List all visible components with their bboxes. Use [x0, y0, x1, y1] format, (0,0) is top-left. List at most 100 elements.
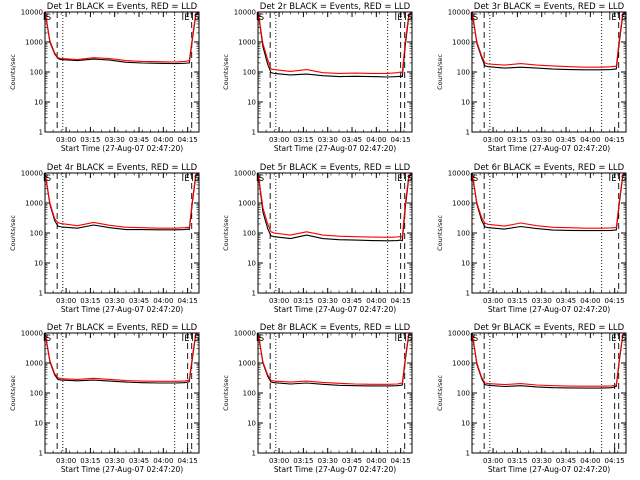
series-line-lld	[45, 12, 199, 63]
y-tick-label: 1	[39, 129, 43, 137]
x-tick-label: 03:30	[105, 136, 125, 144]
y-axis-label: Counts/sec	[222, 215, 230, 251]
flag-label: S	[621, 13, 626, 23]
y-tick-label: 10	[247, 99, 256, 107]
chart-title: Det 2r BLACK = Events, RED = LLD	[260, 2, 411, 12]
x-tick-label: 03:30	[318, 457, 338, 465]
y-tick-label: 10	[461, 420, 470, 428]
x-tick-label: 03:00	[56, 297, 76, 305]
plot-frame	[471, 332, 627, 454]
flag-label: S	[621, 334, 626, 344]
y-tick-label: 1000	[25, 39, 43, 47]
chart-panel: Det 6r BLACK = Events, RED = LLD Counts/s…	[436, 163, 627, 314]
x-tick-label: 03:00	[483, 297, 503, 305]
series-line-lld	[472, 333, 626, 387]
y-tick-label: 1000	[25, 360, 43, 368]
y-tick-label: 100	[30, 69, 43, 77]
y-tick-label: 10	[247, 260, 256, 268]
x-tick-label: 03:15	[507, 136, 527, 144]
series-group	[45, 12, 199, 65]
x-axis-label: Start Time (27-Aug-07 02:47:20)	[274, 465, 396, 474]
series-line-events	[258, 333, 412, 387]
flag-label: E	[611, 174, 616, 184]
x-tick-label: 04:15	[391, 136, 411, 144]
x-tick-label: 03:30	[105, 457, 125, 465]
flag-label: S	[407, 13, 412, 23]
y-tick-label: 10	[34, 260, 43, 268]
chart-title: Det 5r BLACK = Events, RED = LLD	[260, 163, 411, 173]
series-group	[258, 12, 412, 78]
x-tick-label: 03:15	[80, 297, 100, 305]
x-tick-label: 04:15	[605, 457, 625, 465]
x-axis-label: Start Time (27-Aug-07 02:47:20)	[61, 465, 183, 474]
x-tick-label: 03:15	[80, 136, 100, 144]
x-tick-label: 04:00	[153, 297, 173, 305]
y-tick-label: 10	[461, 260, 470, 268]
y-axis-label: Counts/sec	[436, 375, 444, 411]
x-tick-label: 03:00	[269, 136, 289, 144]
flag-label: E	[184, 13, 189, 23]
y-tick-label: 10000	[234, 9, 256, 17]
y-axis-label: Counts/sec	[9, 54, 17, 90]
x-tick-label: 04:00	[580, 457, 600, 465]
flag-label: S	[259, 13, 264, 23]
y-axis-label: Counts/sec	[9, 215, 17, 251]
x-axis-label: Start Time (27-Aug-07 02:47:20)	[488, 465, 610, 474]
x-tick-label: 03:45	[556, 297, 576, 305]
flag-label: S	[46, 13, 51, 23]
series-line-lld	[258, 12, 412, 74]
y-tick-label: 1000	[25, 200, 43, 208]
plot-frame	[257, 11, 413, 133]
x-axis-label: Start Time (27-Aug-07 02:47:20)	[274, 305, 396, 314]
x-tick-label: 03:45	[342, 297, 362, 305]
y-tick-label: 1	[252, 290, 256, 298]
y-tick-label: 10000	[448, 330, 470, 338]
chart-title: Det 7r BLACK = Events, RED = LLD	[47, 323, 198, 333]
x-axis-label: Start Time (27-Aug-07 02:47:20)	[488, 144, 610, 153]
plot-frame	[44, 172, 200, 294]
flag-label: S	[473, 174, 478, 184]
series-line-events	[472, 333, 626, 389]
flag-label: E	[184, 334, 189, 344]
y-axis-label: Counts/sec	[436, 215, 444, 251]
series-line-events	[472, 173, 626, 232]
series-line-events	[45, 333, 199, 384]
y-tick-label: 1000	[238, 360, 256, 368]
x-tick-label: 03:30	[105, 297, 125, 305]
x-tick-label: 03:45	[129, 297, 149, 305]
y-tick-label: 1	[466, 290, 470, 298]
flag-label: E	[397, 334, 402, 344]
y-tick-label: 1	[39, 450, 43, 458]
x-tick-label: 03:00	[483, 136, 503, 144]
series-line-events	[258, 173, 412, 242]
x-tick-label: 03:45	[129, 136, 149, 144]
y-tick-label: 100	[30, 230, 43, 238]
y-tick-label: 1	[252, 450, 256, 458]
chart-title: Det 4r BLACK = Events, RED = LLD	[47, 163, 198, 173]
y-tick-label: 10000	[21, 170, 43, 178]
y-tick-label: 100	[457, 69, 470, 77]
x-tick-label: 04:00	[366, 457, 386, 465]
series-line-events	[258, 12, 412, 78]
x-tick-label: 03:00	[56, 457, 76, 465]
series-line-lld	[45, 333, 199, 382]
flag-label: S	[473, 13, 478, 23]
series-line-lld	[472, 12, 626, 68]
x-tick-label: 03:15	[507, 457, 527, 465]
x-axis-label: Start Time (27-Aug-07 02:47:20)	[274, 144, 396, 153]
x-axis-label: Start Time (27-Aug-07 02:47:20)	[61, 144, 183, 153]
chart-panel: Det 8r BLACK = Events, RED = LLD Counts/s…	[222, 323, 413, 474]
series-group	[472, 173, 626, 232]
flag-label: S	[259, 174, 264, 184]
y-tick-label: 100	[457, 230, 470, 238]
y-tick-label: 1	[466, 450, 470, 458]
series-line-lld	[45, 173, 199, 229]
x-tick-label: 03:00	[269, 457, 289, 465]
x-tick-label: 04:15	[178, 457, 198, 465]
series-group	[258, 173, 412, 242]
chart-panel: Det 4r BLACK = Events, RED = LLD Counts/s…	[9, 163, 200, 314]
y-axis-label: Counts/sec	[9, 375, 17, 411]
flag-label: S	[194, 334, 199, 344]
y-tick-label: 1000	[452, 39, 470, 47]
